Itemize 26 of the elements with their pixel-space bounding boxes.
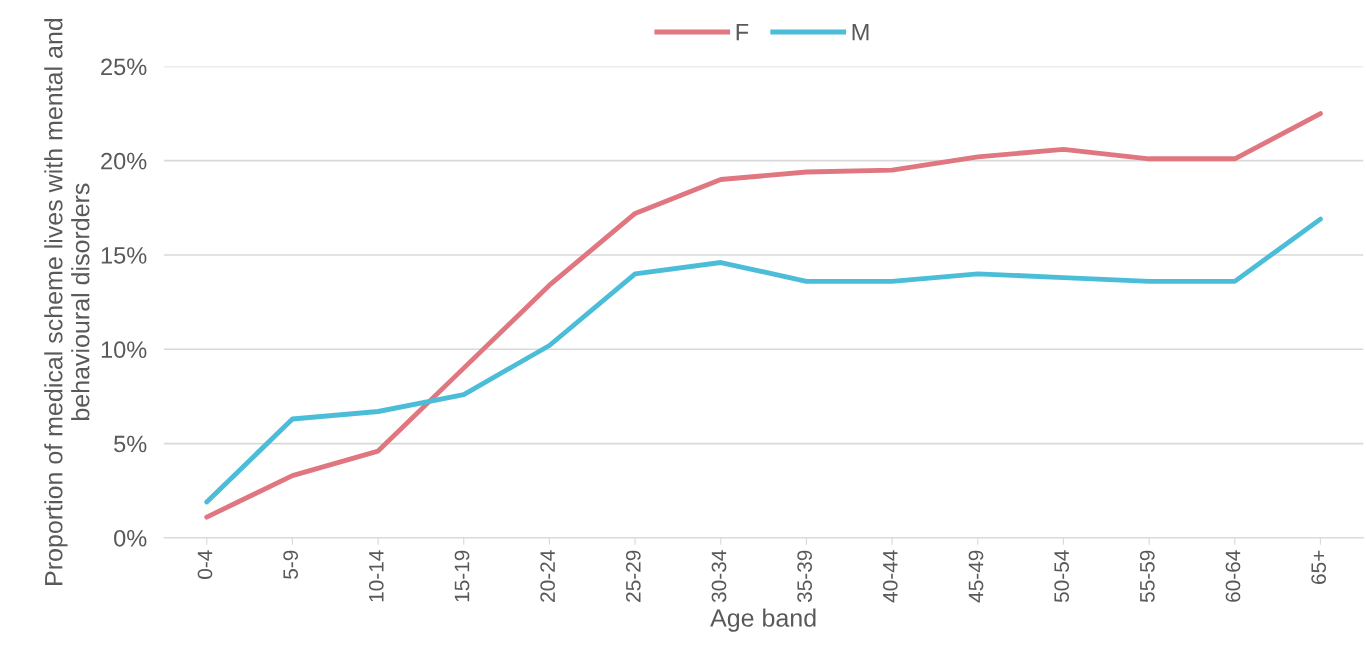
x-tick-label: 65+ <box>1311 550 1327 584</box>
x-tick-label: 25-29 <box>625 550 641 602</box>
x-tick-label: 15-19 <box>454 550 470 602</box>
x-tick-label: 50-54 <box>1054 550 1070 603</box>
x-tick-label: 20-24 <box>540 550 556 602</box>
x-tick-label: 35-39 <box>797 550 813 603</box>
y-tick-label: 15% <box>101 247 147 264</box>
x-tick-label: 45-49 <box>968 550 984 603</box>
line-series <box>204 216 1323 505</box>
y-tick-label: 0% <box>114 529 147 547</box>
x-tick-label: 0-4 <box>197 550 213 579</box>
line-series <box>204 111 1323 520</box>
x-tick-label: 5-9 <box>283 550 299 579</box>
y-tick-label: 25% <box>101 58 147 76</box>
x-tick-label: 55-59 <box>1139 550 1155 603</box>
y-axis-title: Proportion of medical scheme lives with mental and behavioural disorders <box>44 18 90 585</box>
x-tick-label: 60-64 <box>1225 550 1241 602</box>
x-tick-label: 30-34 <box>711 550 727 603</box>
y-tick-label: 20% <box>101 152 147 170</box>
y-tick-label: 10% <box>101 341 147 359</box>
x-tick-label: 40-44 <box>882 550 898 603</box>
legend-label: F <box>736 24 749 41</box>
y-tick-label: 5% <box>114 435 147 453</box>
legend-label: M <box>852 24 869 41</box>
x-axis-title: Age band <box>710 608 816 632</box>
x-tick-label: 10-14 <box>368 550 384 602</box>
